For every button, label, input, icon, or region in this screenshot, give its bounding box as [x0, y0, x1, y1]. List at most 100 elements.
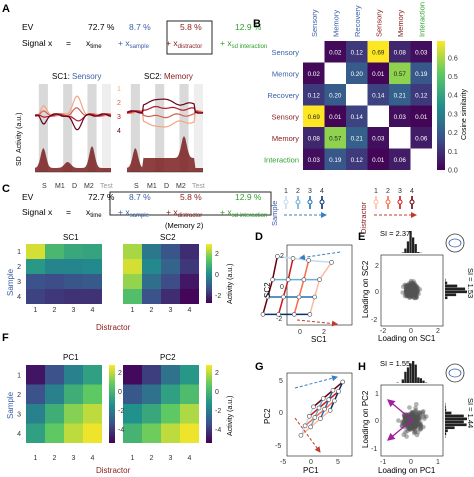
panel-d-xtick-0: 0 [298, 329, 302, 336]
pc2-cell [161, 365, 180, 385]
panel-e-point [407, 281, 412, 286]
pc2-cell [180, 423, 199, 443]
panel-d-node [317, 277, 322, 282]
panel-e-letter: E [358, 231, 365, 243]
xtick: 3 [169, 455, 173, 462]
panel-h-point [403, 415, 408, 421]
panel-e-point [407, 292, 413, 298]
panel-e-point [410, 285, 415, 290]
panel-h-point [408, 413, 413, 418]
panel-f-letter: F [2, 332, 9, 344]
panel-h-histx-bar [412, 361, 415, 383]
panel-e-point [407, 290, 412, 296]
matrix-cell-value: 0.69 [372, 49, 385, 56]
panel-h-point [412, 422, 418, 428]
panel-e-point [411, 284, 417, 290]
panel-e-point [409, 283, 415, 288]
panel-a-sc2-title: SC2: Memory [144, 72, 193, 81]
panel-d-node [270, 277, 275, 282]
panel-e-point [408, 283, 414, 289]
cbar-tick: 0.4 [448, 93, 458, 100]
panel-e-point [410, 285, 415, 290]
panel-d-node [312, 294, 317, 300]
panel-h-point [414, 418, 420, 424]
panel-e-point [410, 287, 416, 293]
panel-e-point [409, 285, 415, 290]
panel-h-point [401, 432, 407, 438]
xtick: 3 [169, 307, 173, 314]
panel-e-point [410, 284, 416, 290]
panel-h-point [413, 424, 418, 430]
sc1-cell [64, 289, 83, 304]
panel-e-point [413, 283, 418, 289]
trace-0-3 [34, 113, 112, 131]
panel-h-point [412, 419, 417, 425]
panel-h-point [411, 422, 417, 428]
panel-h-point [424, 414, 429, 419]
panel-h-point [410, 412, 415, 418]
panel-h-point [402, 416, 408, 422]
panel-d-ytick-0: 0 [280, 284, 284, 291]
panel-h-point [407, 405, 412, 410]
panel-h-point [417, 421, 423, 427]
panel-h-letter: H [358, 361, 366, 373]
panel-h-point [402, 414, 408, 420]
panel-a-xtick-m1-1: M1 [55, 183, 65, 190]
panel-e-point [407, 292, 412, 297]
xtick: 2 [150, 307, 154, 314]
panel-e-point [412, 288, 417, 294]
sc2-cell [180, 244, 199, 259]
panel-h-point [409, 423, 414, 429]
panel-h-point [410, 422, 415, 428]
panel-c-legend-s4: 4 [320, 188, 324, 195]
panel-h-point [411, 422, 417, 428]
pc1-cell [64, 365, 83, 385]
panel-h-point [418, 420, 423, 426]
panel-e-point [407, 288, 412, 294]
sc1-cell [45, 274, 64, 289]
panel-h-point [416, 417, 421, 423]
panel-h-point [403, 430, 408, 435]
panel-a-ev-time: 72.7 % [88, 22, 115, 32]
panel-e-point [409, 285, 415, 290]
panel-a-ylabel-activity: Activity (a.u.) [16, 113, 23, 153]
panel-g-node [318, 416, 323, 421]
pc1-cell [26, 423, 45, 443]
panel-e-point [408, 282, 414, 288]
panel-e-point [411, 288, 417, 294]
panel-e-point [410, 290, 415, 295]
panel-h-point [414, 416, 419, 422]
matrix-col-label-4: Memory [396, 10, 405, 37]
panel-h: H SI = 1.55 SI = 1.44 Loading on PC1 Loa… [358, 359, 474, 475]
sc2-cell [123, 274, 142, 289]
panel-h-point [411, 414, 417, 420]
panel-e-shape-icon [445, 233, 465, 253]
panel-e-point [414, 291, 420, 296]
panel-c-ev-time: 72.7 % [88, 192, 115, 202]
matrix-cell [303, 127, 325, 149]
panel-e-point [412, 290, 417, 296]
ytick: 3 [17, 279, 21, 286]
panel-e-point [409, 286, 414, 292]
panel-h-point [414, 420, 419, 426]
panel-e-shape-icon-inner [448, 238, 462, 248]
panel-h-point [409, 422, 415, 428]
panel-e-point [404, 283, 409, 288]
panel-e-point [409, 287, 414, 293]
panel-h-point [412, 414, 418, 420]
panel-h-histx-bar [417, 377, 420, 383]
panel-e-plot [380, 231, 467, 327]
panel-e-point [405, 293, 411, 299]
panel-e-point [406, 288, 412, 294]
panel-e-point [403, 286, 409, 292]
panel-h-point [409, 412, 414, 418]
panel-h-point [399, 420, 405, 425]
matrix-cell [303, 148, 325, 170]
sc1-cell [45, 259, 64, 274]
panel-h-xlabel: Loading on PC1 [378, 466, 436, 475]
panel-e-histy-bar [445, 293, 457, 297]
panel-h-point [414, 421, 419, 427]
panel-h-point [414, 413, 420, 419]
panel-e-point [408, 286, 414, 292]
panel-d-node [281, 294, 286, 300]
